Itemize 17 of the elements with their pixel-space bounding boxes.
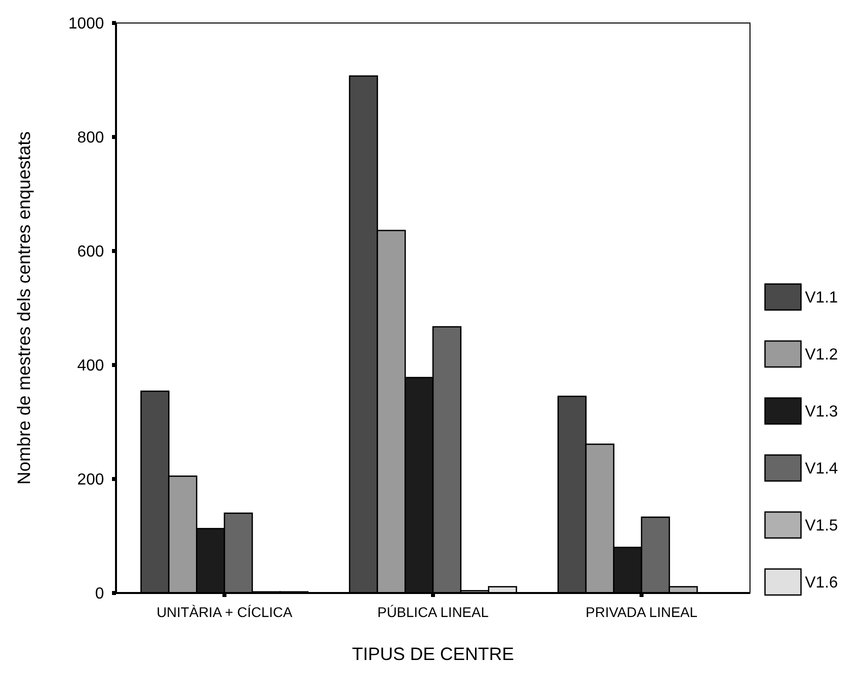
legend-label: V1.4 — [805, 460, 838, 478]
y-tick-label: 800 — [77, 130, 104, 147]
legend-label: V1.1 — [805, 290, 838, 307]
legend-label: V1.5 — [805, 518, 838, 535]
y-tick-label: 0 — [95, 586, 104, 603]
y-tick-label: 400 — [77, 358, 104, 375]
y-tick-label: 200 — [77, 472, 104, 489]
y-tick-label: 600 — [77, 244, 104, 261]
x-tick-label: PRIVADA LINEAL — [586, 604, 698, 620]
x-axis-title: TIPUS DE CENTRE — [352, 644, 514, 664]
x-tick-label: PÚBLICA LINEAL — [377, 604, 489, 620]
legend-label: V1.6 — [805, 574, 838, 592]
x-tick-label: UNITÀRIA + CÍCLICA — [156, 604, 293, 620]
y-axis-title: Nombre de mestres dels centres enquestats — [14, 131, 34, 485]
legend-label: V1.2 — [805, 346, 838, 364]
y-tick-label: 1000 — [68, 16, 104, 33]
legend-label: V1.3 — [805, 404, 838, 421]
